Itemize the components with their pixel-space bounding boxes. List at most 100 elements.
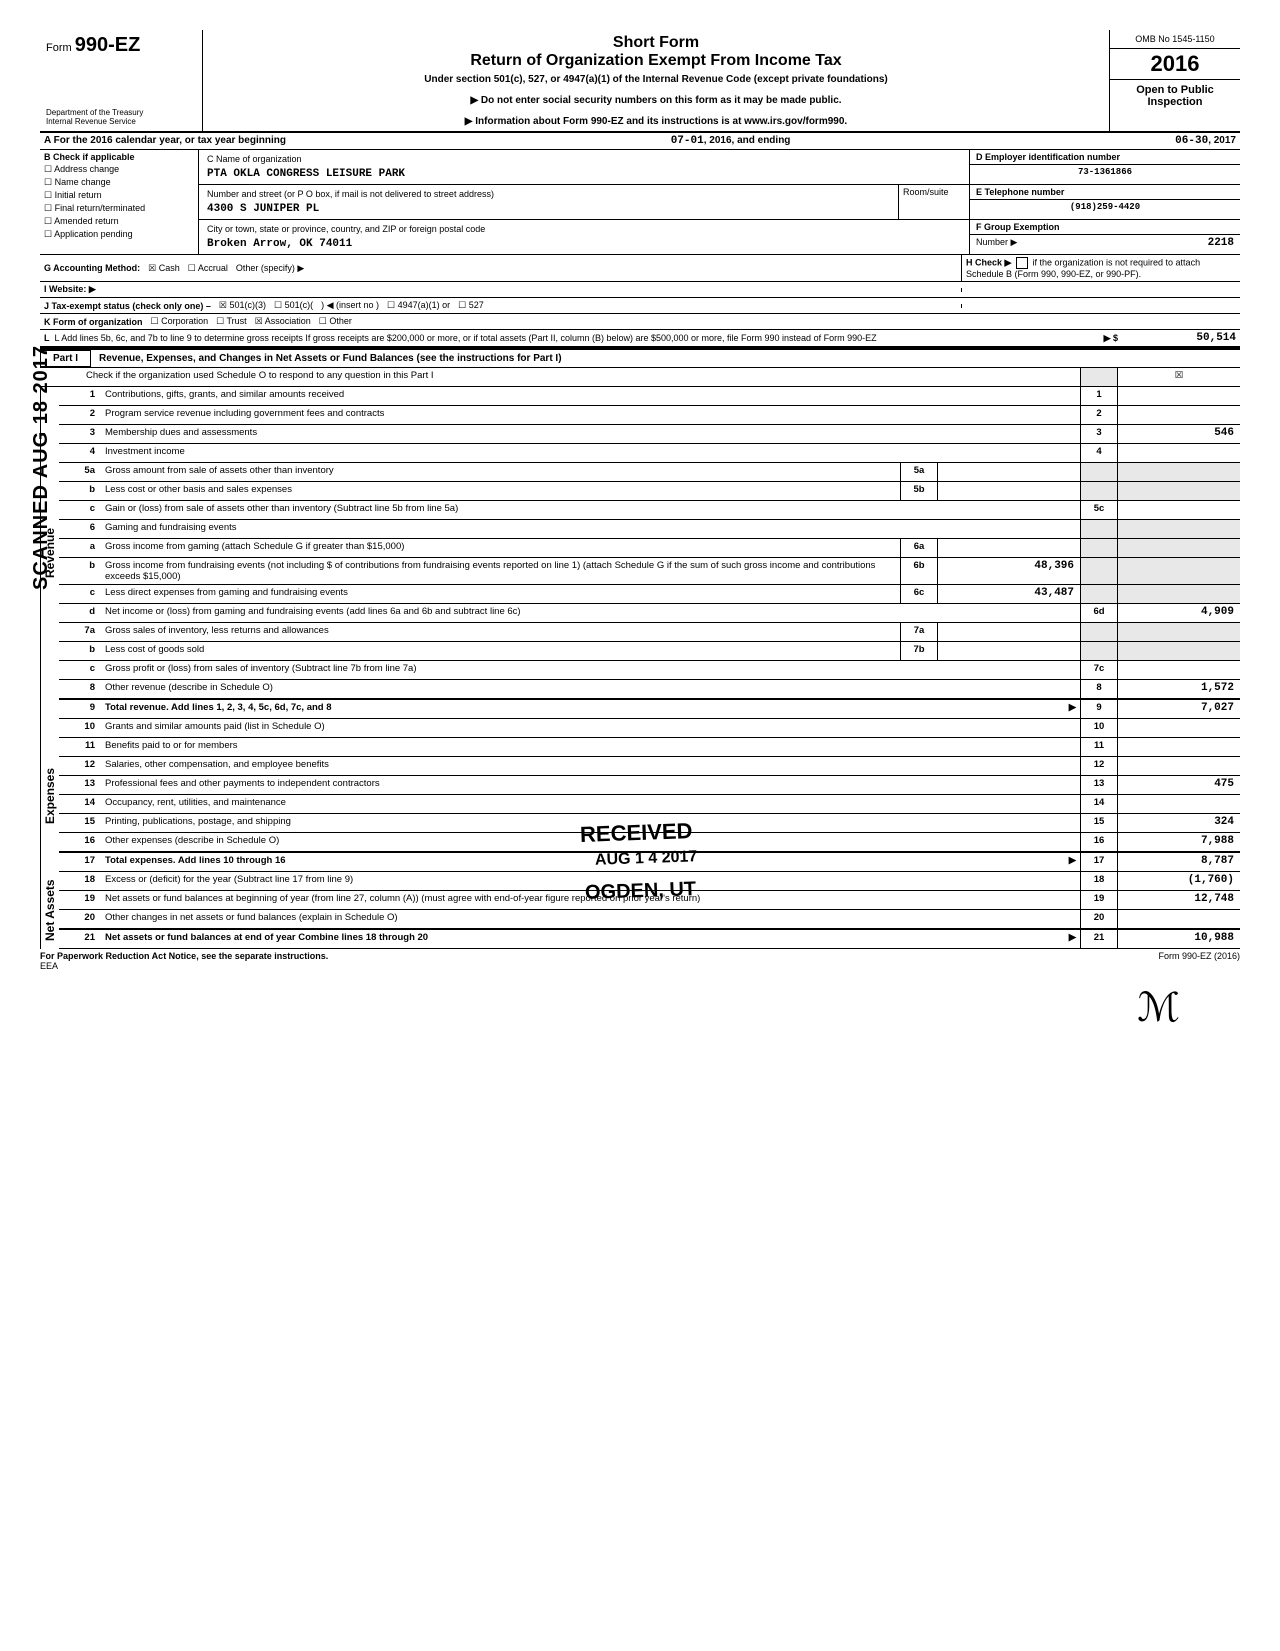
part1-check-text: Check if the organization used Schedule … bbox=[82, 368, 1080, 386]
part1-check-box[interactable]: ☒ bbox=[1117, 368, 1240, 386]
line-num: b bbox=[59, 558, 101, 584]
chk-final-return[interactable]: Final return/terminated bbox=[44, 203, 194, 214]
line-num: 3 bbox=[59, 425, 101, 443]
k-corp[interactable]: Corporation bbox=[147, 314, 213, 329]
footer-eea: EEA bbox=[40, 961, 58, 971]
g-cash[interactable]: Cash bbox=[144, 261, 184, 276]
line-16: 16Other expenses (describe in Schedule O… bbox=[59, 833, 1240, 852]
line-c: cGain or (loss) from sale of assets othe… bbox=[59, 501, 1240, 520]
line-10: 10Grants and similar amounts paid (list … bbox=[59, 719, 1240, 738]
col-c-org-info: C Name of organization PTA OKLA CONGRESS… bbox=[199, 150, 1240, 254]
line-desc: Membership dues and assessments bbox=[101, 425, 1080, 443]
j-501c[interactable]: 501(c)( bbox=[270, 298, 317, 313]
k-assoc[interactable]: Association bbox=[251, 314, 315, 329]
k-trust[interactable]: Trust bbox=[212, 314, 251, 329]
line-desc: Gross income from fundraising events (no… bbox=[101, 558, 900, 584]
f-label: F Group Exemption bbox=[970, 220, 1240, 235]
line-12: 12Salaries, other compensation, and empl… bbox=[59, 757, 1240, 776]
open-line1: Open to Public bbox=[1114, 84, 1236, 96]
line-7a: 7aGross sales of inventory, less returns… bbox=[59, 623, 1240, 642]
line-val: 7,027 bbox=[1117, 700, 1240, 718]
d-value: 73-1361866 bbox=[970, 165, 1240, 179]
k-o1-label: Corporation bbox=[161, 316, 208, 326]
j-501c3[interactable]: 501(c)(3) bbox=[215, 298, 270, 313]
row-a-tax-year: A For the 2016 calendar year, or tax yea… bbox=[40, 133, 1240, 150]
line-desc: Occupancy, rent, utilities, and maintena… bbox=[101, 795, 1080, 813]
line-8: 8Other revenue (describe in Schedule O)8… bbox=[59, 680, 1240, 699]
line-num: 14 bbox=[59, 795, 101, 813]
line-desc: Professional fees and other payments to … bbox=[101, 776, 1080, 794]
f-num-row: Number ▶ 2218 bbox=[970, 235, 1240, 251]
line-num: 5a bbox=[59, 463, 101, 481]
chk-address-change[interactable]: Address change bbox=[44, 164, 194, 175]
g-other[interactable]: Other (specify) ▶ bbox=[232, 261, 308, 276]
line-midbox: 5a bbox=[900, 463, 937, 481]
line-midval bbox=[937, 482, 1080, 500]
row-l-gross-receipts: L L Add lines 5b, 6c, and 7b to line 9 t… bbox=[40, 330, 1240, 348]
shaded bbox=[1117, 482, 1240, 500]
line-num: 21 bbox=[59, 930, 101, 948]
line-val bbox=[1117, 719, 1240, 737]
line-box: 21 bbox=[1080, 930, 1117, 948]
c-addr-label: Number and street (or P O box, if mail i… bbox=[203, 187, 894, 201]
chk-amended-return[interactable]: Amended return bbox=[44, 216, 194, 227]
line-num: b bbox=[59, 482, 101, 500]
line-val: 475 bbox=[1117, 776, 1240, 794]
h-label: H Check ▶ bbox=[966, 257, 1011, 267]
line-1: 1Contributions, gifts, grants, and simil… bbox=[59, 387, 1240, 406]
line-box: 19 bbox=[1080, 891, 1117, 909]
header-left: Form 990-EZ Department of the Treasury I… bbox=[40, 30, 203, 131]
line-val: 10,988 bbox=[1117, 930, 1240, 948]
chk-name-change[interactable]: Name change bbox=[44, 177, 194, 188]
line-9: 9Total revenue. Add lines 1, 2, 3, 4, 5c… bbox=[59, 699, 1240, 719]
k-other[interactable]: Other bbox=[315, 314, 356, 329]
line-box: 18 bbox=[1080, 872, 1117, 890]
line-21: 21Net assets or fund balances at end of … bbox=[59, 929, 1240, 949]
line-midbox: 6b bbox=[900, 558, 937, 584]
b-label: B Check if applicable bbox=[44, 152, 135, 162]
line-desc: Grants and similar amounts paid (list in… bbox=[101, 719, 1080, 737]
shaded bbox=[1080, 539, 1117, 557]
shaded bbox=[1117, 623, 1240, 641]
line-num: 20 bbox=[59, 910, 101, 928]
line-val: 7,988 bbox=[1117, 833, 1240, 851]
line-midval bbox=[937, 623, 1080, 641]
line-val bbox=[1117, 406, 1240, 424]
open-line2: Inspection bbox=[1114, 96, 1236, 108]
line-desc: Contributions, gifts, grants, and simila… bbox=[101, 387, 1080, 405]
line-4: 4Investment income4 bbox=[59, 444, 1240, 463]
line-19: 19Net assets or fund balances at beginni… bbox=[59, 891, 1240, 910]
j-527[interactable]: 527 bbox=[454, 298, 488, 313]
line-num: 10 bbox=[59, 719, 101, 737]
line-a: aGross income from gaming (attach Schedu… bbox=[59, 539, 1240, 558]
line-num: c bbox=[59, 661, 101, 679]
line-b: bLess cost or other basis and sales expe… bbox=[59, 482, 1240, 501]
header-right: OMB No 1545-1150 2016 Open to Public Ins… bbox=[1110, 30, 1240, 131]
line-box: 15 bbox=[1080, 814, 1117, 832]
g-accrual[interactable]: Accrual bbox=[184, 261, 232, 276]
line-desc: Total revenue. Add lines 1, 2, 3, 4, 5c,… bbox=[101, 700, 1080, 718]
line-num: 12 bbox=[59, 757, 101, 775]
k-o4-label: Other bbox=[329, 316, 352, 326]
line-midbox: 7a bbox=[900, 623, 937, 641]
line-2: 2Program service revenue including gover… bbox=[59, 406, 1240, 425]
line-num: 11 bbox=[59, 738, 101, 756]
line-val bbox=[1117, 661, 1240, 679]
shaded bbox=[1080, 558, 1117, 584]
line-box: 16 bbox=[1080, 833, 1117, 851]
h-checkbox[interactable] bbox=[1016, 257, 1028, 269]
j-4947[interactable]: 4947(a)(1) or bbox=[383, 298, 454, 313]
line-box: 3 bbox=[1080, 425, 1117, 443]
chk-initial-return[interactable]: Initial return bbox=[44, 190, 194, 201]
c-name-label: C Name of organization bbox=[203, 152, 965, 166]
j-o1-label: 501(c)(3) bbox=[229, 300, 266, 310]
line-val: (1,760) bbox=[1117, 872, 1240, 890]
line-box: 7c bbox=[1080, 661, 1117, 679]
line-desc: Other expenses (describe in Schedule O) bbox=[101, 833, 1080, 851]
j-o5-label: 527 bbox=[469, 300, 484, 310]
c-city-block: City or town, state or province, country… bbox=[199, 220, 969, 254]
form-990ez-page: Form 990-EZ Department of the Treasury I… bbox=[40, 30, 1240, 971]
part1-check-line: Check if the organization used Schedule … bbox=[40, 368, 1240, 387]
col-b-checkboxes: B Check if applicable Address change Nam… bbox=[40, 150, 199, 254]
chk-application-pending[interactable]: Application pending bbox=[44, 229, 194, 240]
